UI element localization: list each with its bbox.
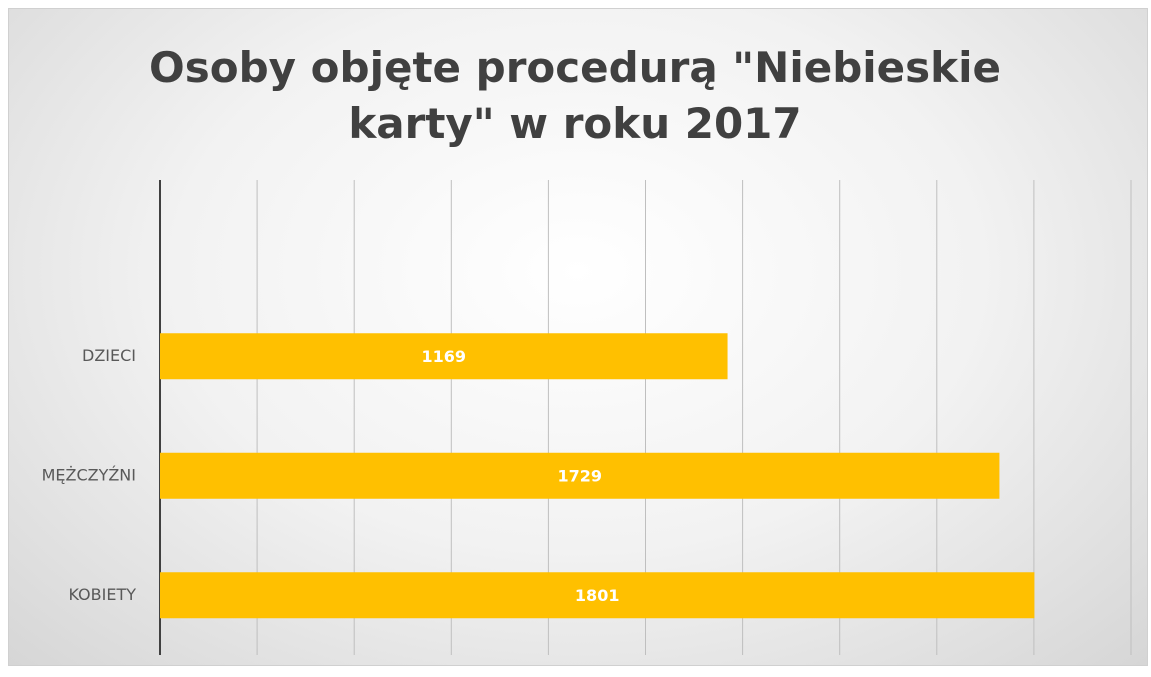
y-tick-label: DZIECI (82, 346, 136, 365)
data-label: 1801 (575, 586, 620, 605)
data-label: 1169 (422, 347, 467, 366)
y-tick-label: MĘŻCZYŹNI (42, 465, 136, 484)
data-label: 1729 (557, 466, 602, 485)
bar (160, 572, 1035, 619)
bar (160, 452, 1000, 499)
y-tick-label: KOBIETY (68, 585, 136, 604)
chart-title: Osoby objęte procedurą "Niebieskie karty… (149, 43, 1001, 148)
bar (160, 333, 728, 380)
